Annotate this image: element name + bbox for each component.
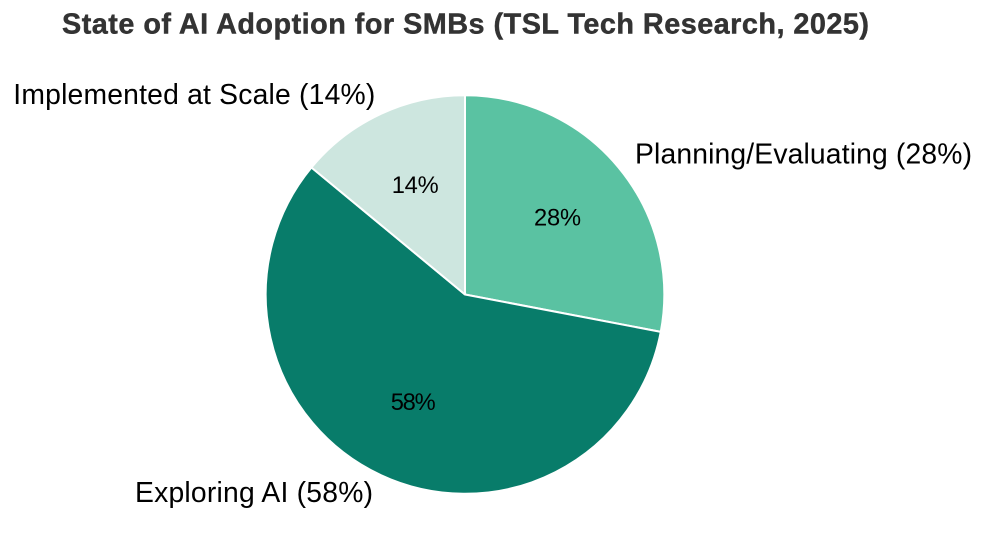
svg-text:Implemented at Scale (14%): Implemented at Scale (14%) bbox=[13, 78, 375, 110]
svg-text:28%: 28% bbox=[534, 206, 581, 232]
svg-text:State of AI Adoption for SMBs: State of AI Adoption for SMBs (TSL Tech … bbox=[62, 9, 869, 41]
svg-text:Exploring AI (58%): Exploring AI (58%) bbox=[135, 476, 373, 508]
svg-text:14%: 14% bbox=[392, 173, 439, 199]
svg-text:58%: 58% bbox=[391, 390, 436, 416]
svg-text:Planning/Evaluating (28%): Planning/Evaluating (28%) bbox=[635, 138, 972, 170]
